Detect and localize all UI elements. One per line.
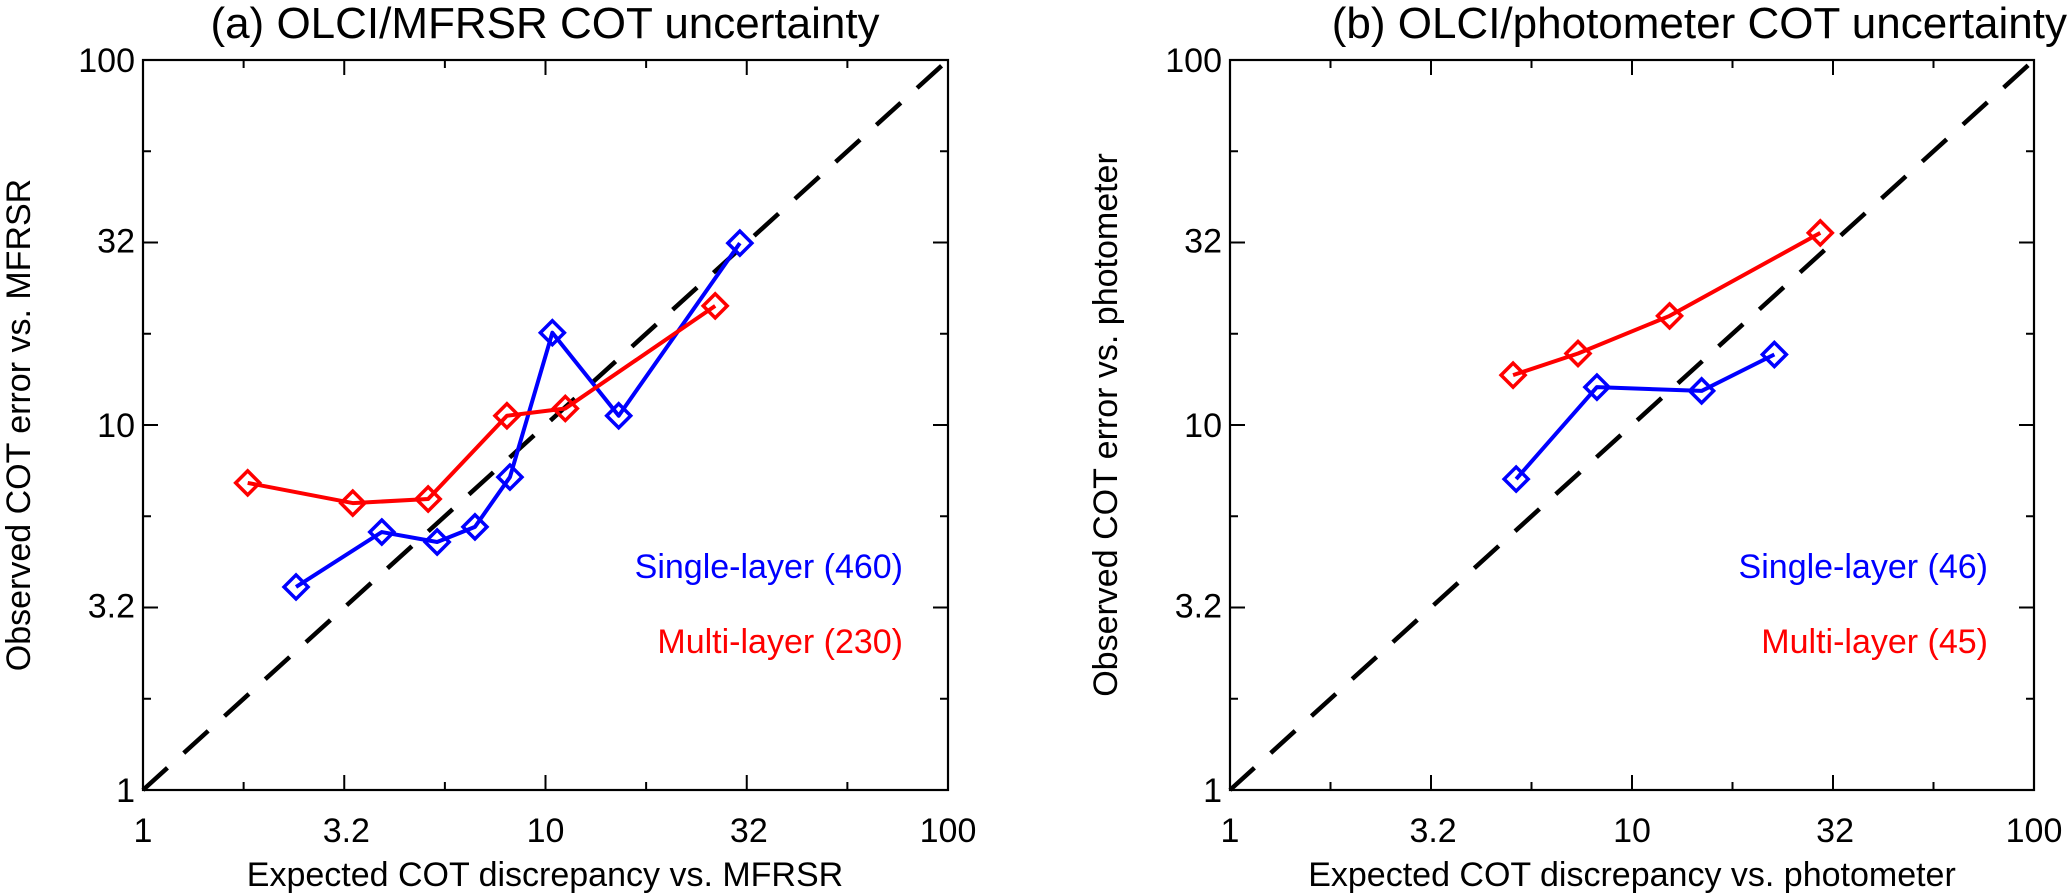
data-point-marker: [413, 484, 443, 514]
data-point-marker: [700, 291, 730, 321]
panel-b-series: [1498, 218, 1835, 494]
data-point-marker: [604, 401, 634, 431]
data-point-marker: [492, 401, 522, 431]
data-point-marker: [338, 488, 368, 518]
panel-b-x-axis-label: Expected COT discrepancy vs. photometer: [1308, 856, 1956, 894]
panel-a-tick-labels: 1 3.2 10 32 100 1 3.2 10 32 100: [78, 42, 976, 850]
panel-a-title: (a) OLCI/MFRSR COT uncertainty: [210, 0, 879, 48]
data-point-marker: [1501, 464, 1531, 494]
y-tick-label: 3.2: [88, 588, 135, 626]
y-tick-label: 1: [1203, 772, 1222, 810]
panel-b-y-axis-label: Observed COT error vs. photometer: [1087, 153, 1125, 697]
data-point-marker: [1563, 339, 1593, 368]
x-tick-label: 32: [730, 812, 768, 850]
panel-b-one-to-one-line: [1228, 58, 2036, 792]
data-point-marker: [1655, 301, 1685, 331]
x-tick-label: 10: [1613, 812, 1651, 850]
y-tick-label: 100: [78, 42, 135, 80]
y-tick-label: 32: [1184, 223, 1222, 261]
data-point-marker: [233, 468, 263, 498]
panel-a-legend-single-layer: Single-layer (460): [635, 548, 903, 586]
panel-b-plot-frame: [1228, 58, 2036, 792]
data-point-marker: [1759, 340, 1789, 369]
panel-a-x-axis-label: Expected COT discrepancy vs. MFRSR: [247, 856, 843, 894]
x-tick-label: 3.2: [323, 812, 370, 850]
series-line: [247, 304, 717, 506]
x-tick-label: 3.2: [1409, 812, 1456, 850]
x-tick-label: 1: [1221, 812, 1240, 850]
panel-b: (b) OLCI/photometer COT uncertainty Obse…: [1087, 0, 2067, 894]
y-tick-label: 32: [97, 223, 135, 261]
panel-a: (a) OLCI/MFRSR COT uncertainty Observed …: [0, 0, 976, 894]
data-point-marker: [367, 517, 397, 547]
y-tick-label: 10: [97, 407, 135, 445]
data-point-marker: [550, 393, 580, 423]
panel-a-one-to-one-line: [141, 58, 950, 792]
panel-a-y-axis-label: Observed COT error vs. MFRSR: [0, 179, 38, 671]
series-single-layer: [281, 228, 755, 602]
data-point-marker: [495, 462, 525, 492]
y-tick-label: 10: [1184, 407, 1222, 445]
x-tick-label: 100: [2006, 812, 2063, 850]
data-point-marker: [1498, 360, 1528, 390]
data-point-marker: [1687, 376, 1717, 406]
x-tick-label: 100: [920, 812, 977, 850]
series-single-layer: [1501, 340, 1789, 494]
data-point-marker: [460, 512, 490, 542]
series-multi-layer: [233, 291, 730, 518]
data-point-marker: [1805, 218, 1835, 248]
panel-b-legend-single-layer: Single-layer (46): [1739, 548, 1988, 586]
data-point-marker: [725, 228, 755, 258]
y-tick-label: 3.2: [1175, 588, 1222, 626]
series-line: [1514, 352, 1776, 481]
data-point-marker: [422, 527, 452, 557]
series-line: [1512, 231, 1822, 377]
panel-a-plot-frame: [141, 58, 950, 792]
data-point-marker: [537, 318, 567, 348]
panel-b-title: (b) OLCI/photometer COT uncertainty: [1332, 0, 2067, 48]
data-point-marker: [1582, 372, 1612, 402]
x-tick-label: 32: [1816, 812, 1854, 850]
x-tick-label: 1: [134, 812, 153, 850]
y-tick-label: 1: [116, 772, 135, 810]
panel-b-tick-labels: 1 3.2 10 32 100 1 3.2 10 32 100: [1165, 42, 2062, 850]
panel-b-legend-multi-layer: Multi-layer (45): [1761, 623, 1988, 661]
panel-a-series: [233, 228, 755, 602]
series-multi-layer: [1498, 218, 1835, 390]
panel-a-legend-multi-layer: Multi-layer (230): [657, 623, 903, 661]
x-tick-label: 10: [527, 812, 565, 850]
panel-a-ticks: [142, 59, 949, 791]
data-point-marker: [281, 572, 311, 602]
panel-b-ticks: [1229, 59, 2035, 791]
y-tick-label: 100: [1165, 42, 1222, 80]
